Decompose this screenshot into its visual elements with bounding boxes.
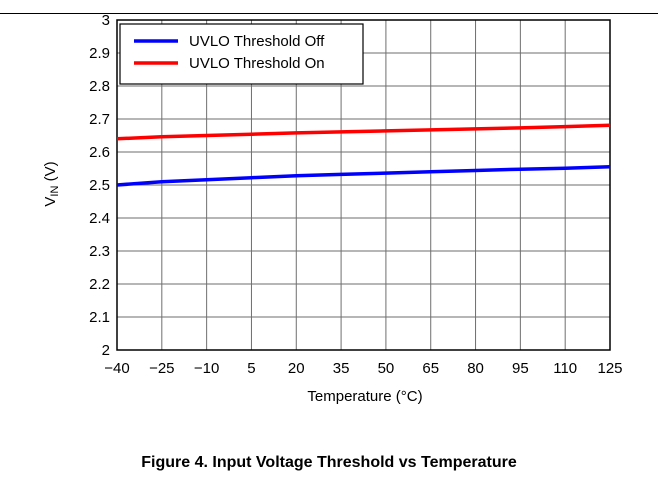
y-tick-label: 2	[102, 342, 110, 359]
x-tick-labels: −40 −25 −10 5 20 35 50 65 80 95 110 125	[104, 360, 622, 377]
x-tick-label: 35	[333, 360, 350, 377]
y-tick-label: 2.9	[89, 45, 110, 62]
x-tick-label: 5	[247, 360, 255, 377]
y-tick-labels: 2 2.1 2.2 2.3 2.4 2.5 2.6 2.7 2.8 2.9 3	[89, 12, 110, 359]
y-tick-label: 2.2	[89, 276, 110, 293]
y-axis-label-subscript: IN	[49, 186, 61, 197]
y-axis-label-group: VIN (V)	[42, 161, 61, 206]
top-rule	[0, 13, 658, 14]
series-line-uvlo-on	[116, 123, 611, 141]
y-axis-label: VIN (V)	[42, 161, 61, 206]
x-tick-label: 65	[422, 360, 439, 377]
x-tick-label: −10	[194, 360, 219, 377]
line-chart: 2 2.1 2.2 2.3 2.4 2.5 2.6 2.7 2.8 2.9 3 −40 −25 −10 5…	[42, 12, 623, 405]
legend: UVLO Threshold Off UVLO Threshold On	[119, 23, 364, 85]
legend-box	[119, 23, 364, 85]
y-axis-label-main: V	[42, 197, 59, 207]
x-tick-label: 110	[553, 360, 577, 377]
y-tick-label: 2.3	[89, 243, 110, 260]
y-tick-label: 2.5	[89, 177, 110, 194]
legend-label: UVLO Threshold Off	[189, 33, 325, 50]
series-layer	[116, 123, 611, 187]
y-tick-label: 2.7	[89, 111, 110, 128]
x-tick-label: −25	[149, 360, 174, 377]
x-tick-label: 125	[597, 360, 622, 377]
y-tick-label: 2.4	[89, 210, 110, 227]
x-tick-label: 95	[512, 360, 529, 377]
series-line-uvlo-off	[116, 165, 611, 187]
x-tick-label: 80	[467, 360, 484, 377]
x-tick-label: 50	[378, 360, 395, 377]
figure-caption: Figure 4. Input Voltage Threshold vs Tem…	[141, 454, 517, 471]
x-axis-label: Temperature (°C)	[307, 388, 422, 405]
y-tick-label: 3	[102, 12, 110, 29]
y-axis-label-unit: (V)	[42, 161, 59, 185]
legend-label: UVLO Threshold On	[189, 55, 325, 72]
x-tick-label: −40	[104, 360, 129, 377]
y-tick-label: 2.8	[89, 78, 110, 95]
x-tick-label: 20	[288, 360, 305, 377]
y-tick-label: 2.1	[89, 309, 110, 326]
y-tick-label: 2.6	[89, 144, 110, 161]
